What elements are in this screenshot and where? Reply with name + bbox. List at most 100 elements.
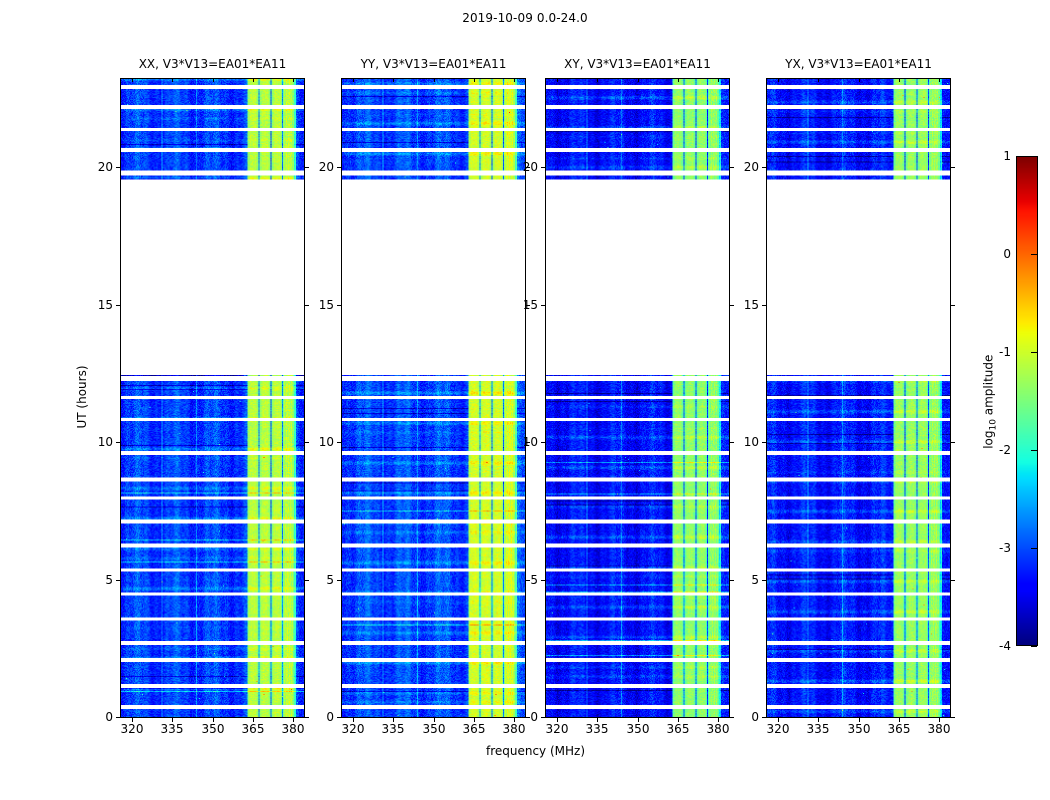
x-tick-label: 350 [626, 722, 650, 736]
panel-title-yx: YX, V3*V13=EA01*EA11 [785, 57, 932, 71]
x-tick-mark-top [899, 78, 900, 82]
y-tick-mark [116, 580, 120, 581]
colorbar-gradient [1017, 157, 1037, 645]
y-tick-label: 15 [743, 298, 759, 312]
y-tick-label: 15 [318, 298, 334, 312]
y-tick-label: 0 [326, 710, 334, 724]
x-tick-mark [718, 718, 719, 722]
x-tick-label: 320 [341, 722, 365, 736]
x-tick-label: 380 [927, 722, 951, 736]
spectrum-panel-yy [341, 78, 526, 718]
y-tick-mark-right [526, 717, 530, 718]
y-tick-mark-right [730, 717, 734, 718]
x-tick-label: 380 [281, 722, 305, 736]
x-tick-label: 335 [806, 722, 830, 736]
x-tick-mark [778, 718, 779, 722]
x-tick-mark-top [718, 78, 719, 82]
x-tick-mark-top [434, 78, 435, 82]
y-tick-label: 0 [105, 710, 113, 724]
y-tick-mark [541, 442, 545, 443]
y-tick-label: 10 [743, 435, 759, 449]
x-tick-mark-top [253, 78, 254, 82]
y-tick-mark [762, 167, 766, 168]
y-tick-mark [337, 305, 341, 306]
x-tick-label: 320 [120, 722, 144, 736]
spectrum-panel-xy [545, 78, 730, 718]
colorbar-tick-label: -1 [999, 345, 1011, 359]
y-tick-mark-right [951, 580, 955, 581]
y-tick-label: 10 [522, 435, 538, 449]
x-tick-mark [253, 718, 254, 722]
y-tick-mark-right [305, 580, 309, 581]
x-tick-label: 350 [847, 722, 871, 736]
figure-suptitle: 2019-10-09 0.0-24.0 [462, 11, 588, 25]
y-tick-mark-right [305, 442, 309, 443]
dynamic-spectrum-image-yx [767, 79, 950, 717]
x-tick-label: 335 [160, 722, 184, 736]
y-tick-mark-right [730, 167, 734, 168]
x-tick-mark-top [638, 78, 639, 82]
y-tick-mark-right [526, 580, 530, 581]
x-tick-mark-top [818, 78, 819, 82]
x-tick-mark [899, 718, 900, 722]
dynamic-spectrum-image-xy [546, 79, 729, 717]
x-tick-mark [557, 718, 558, 722]
colorbar [1016, 156, 1038, 646]
x-tick-label: 320 [545, 722, 569, 736]
x-tick-mark-top [514, 78, 515, 82]
y-tick-label: 10 [318, 435, 334, 449]
colorbar-tick-mark [1031, 646, 1037, 647]
x-axis-label: frequency (MHz) [485, 744, 586, 758]
y-tick-mark [116, 167, 120, 168]
x-tick-mark [638, 718, 639, 722]
x-tick-label: 350 [422, 722, 446, 736]
x-tick-mark [678, 718, 679, 722]
y-tick-mark-right [305, 717, 309, 718]
colorbar-tick-mark [1031, 548, 1037, 549]
spectrum-panel-xx [120, 78, 305, 718]
y-tick-mark-right [951, 442, 955, 443]
y-tick-mark [541, 580, 545, 581]
x-tick-label: 320 [766, 722, 790, 736]
y-tick-mark [541, 717, 545, 718]
x-tick-label: 335 [381, 722, 405, 736]
panel-title-xx: XX, V3*V13=EA01*EA11 [138, 57, 287, 71]
y-tick-label: 10 [97, 435, 113, 449]
x-tick-mark [213, 718, 214, 722]
x-tick-mark-top [213, 78, 214, 82]
spectrum-panel-yx [766, 78, 951, 718]
panel-title-yy: YY, V3*V13=EA01*EA11 [360, 57, 507, 71]
y-tick-mark [541, 167, 545, 168]
colorbar-tick-label: -3 [999, 541, 1011, 555]
y-tick-mark-right [951, 305, 955, 306]
x-tick-mark-top [557, 78, 558, 82]
dynamic-spectrum-image-xx [121, 79, 304, 717]
y-axis-label: UT (hours) [75, 365, 89, 429]
colorbar-tick-label: 1 [1003, 149, 1011, 163]
y-tick-mark-right [526, 167, 530, 168]
y-tick-mark [116, 717, 120, 718]
x-tick-label: 380 [706, 722, 730, 736]
y-tick-label: 5 [751, 573, 759, 587]
colorbar-tick-mark [1031, 254, 1037, 255]
colorbar-label: log10 amplitude [981, 354, 999, 449]
y-tick-mark [762, 717, 766, 718]
y-tick-mark-right [951, 167, 955, 168]
y-tick-label: 0 [751, 710, 759, 724]
panel-title-xy: XY, V3*V13=EA01*EA11 [564, 57, 711, 71]
x-tick-mark [859, 718, 860, 722]
x-tick-mark [393, 718, 394, 722]
colorbar-tick-label: 0 [1003, 247, 1011, 261]
x-tick-mark [353, 718, 354, 722]
y-tick-label: 20 [318, 160, 334, 174]
y-tick-mark [541, 305, 545, 306]
colorbar-tick-label: -2 [999, 443, 1011, 457]
x-tick-label: 365 [887, 722, 911, 736]
x-tick-mark-top [132, 78, 133, 82]
y-tick-mark-right [526, 305, 530, 306]
y-tick-mark-right [526, 442, 530, 443]
x-tick-label: 365 [241, 722, 265, 736]
x-tick-mark-top [293, 78, 294, 82]
x-tick-label: 365 [462, 722, 486, 736]
